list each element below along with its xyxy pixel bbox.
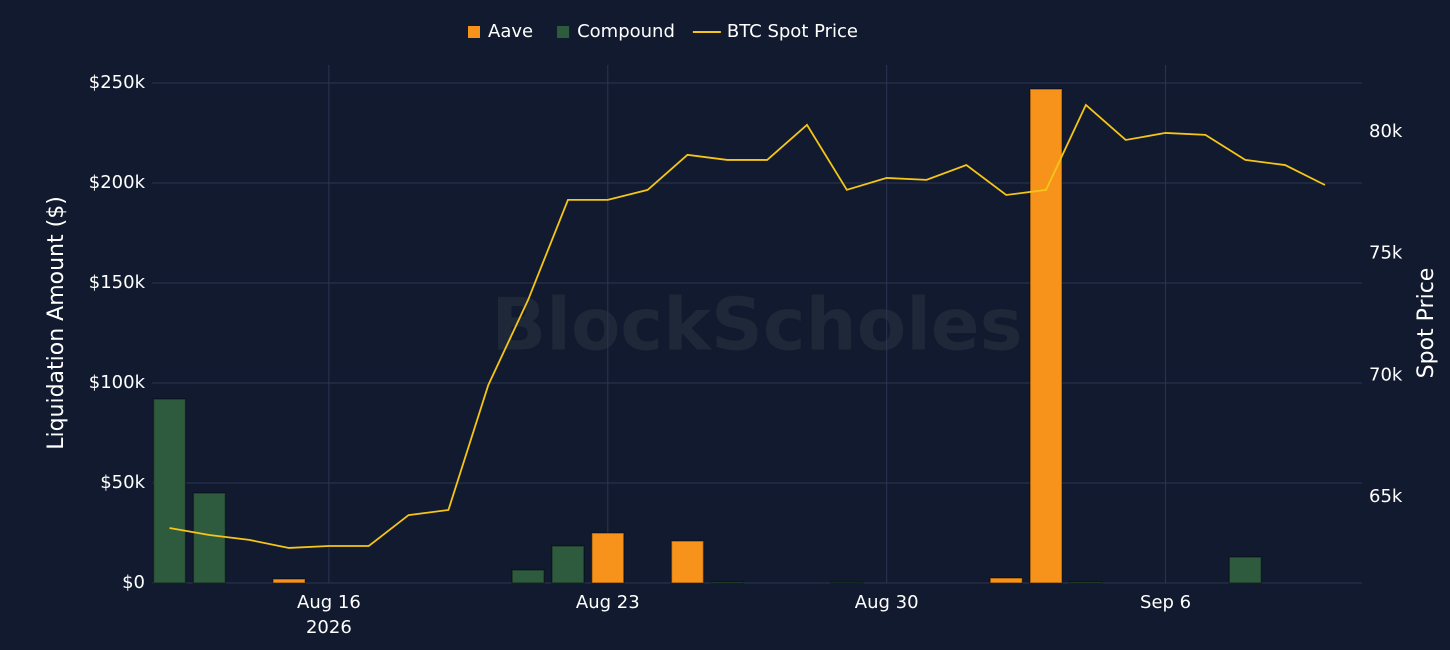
y-axis-title: Liquidation Amount ($) [44, 196, 69, 450]
legend-label: BTC Spot Price [727, 21, 858, 42]
x-tick-label: Aug 16 [297, 592, 361, 613]
bar [989, 577, 1023, 584]
x-year-label: 2026 [306, 617, 352, 638]
x-tick-label: Sep 6 [1140, 592, 1191, 613]
bar [830, 581, 864, 584]
y-tick-label: $0 [122, 572, 145, 593]
bar [152, 398, 187, 584]
bar [511, 569, 545, 584]
watermark: BlockScholes [491, 283, 1022, 367]
bar [710, 581, 745, 584]
bar [551, 545, 585, 584]
y2-tick-label: 80k [1369, 121, 1403, 142]
y-tick-label: $200k [89, 172, 146, 193]
y2-axis-title: Spot Price [1414, 268, 1439, 379]
bar [192, 492, 227, 584]
legend-label: Aave [488, 21, 533, 42]
y-tick-label: $50k [100, 472, 145, 493]
bar [1069, 581, 1103, 584]
bar [1029, 88, 1063, 584]
bar [1228, 556, 1263, 584]
legend-swatch [557, 26, 570, 38]
y-tick-label: $150k [89, 272, 146, 293]
y2-tick-label: 70k [1369, 364, 1403, 385]
y-tick-label: $100k [89, 372, 146, 393]
bar [591, 532, 625, 584]
y2-tick-label: 75k [1369, 243, 1403, 264]
y2-tick-label: 65k [1369, 486, 1403, 507]
x-tick-label: Aug 23 [576, 592, 640, 613]
legend-label: Compound [577, 21, 675, 42]
bar [670, 540, 705, 584]
legend-swatch [468, 26, 480, 38]
price-line [169, 103, 1326, 549]
bar [272, 578, 306, 584]
y-tick-label: $250k [89, 72, 146, 93]
x-tick-label: Aug 30 [855, 592, 919, 613]
